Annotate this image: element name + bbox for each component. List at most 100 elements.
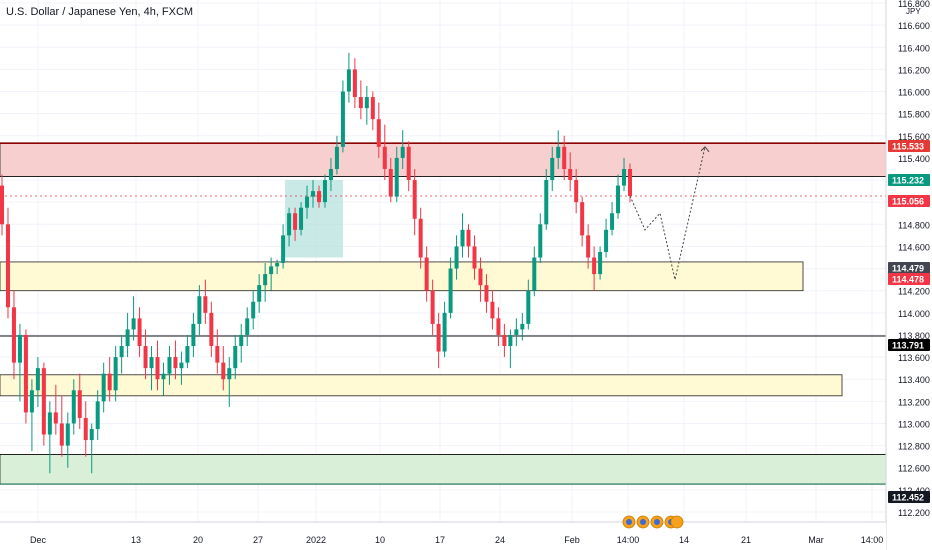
candle-body	[580, 202, 585, 236]
y-tick-label: 115.600	[898, 132, 930, 142]
candle-body	[203, 296, 208, 313]
event-icon	[670, 515, 684, 529]
candle-body	[173, 357, 178, 369]
candle-body	[628, 168, 632, 196]
candle-body	[346, 69, 351, 92]
candle-body	[358, 97, 363, 109]
candle-body	[556, 146, 561, 158]
candle-body	[263, 274, 268, 286]
candle-body	[538, 224, 543, 258]
candle-body	[562, 146, 567, 169]
y-tick-label: 113.000	[898, 419, 930, 429]
price-label: 114.478	[892, 275, 924, 285]
candle-body	[47, 412, 52, 435]
candle-body	[311, 191, 316, 197]
candle-body	[269, 266, 274, 275]
y-tick-label: 113.600	[898, 353, 930, 363]
candle-body	[299, 207, 304, 230]
candle-body	[586, 235, 591, 258]
candle-body	[35, 368, 40, 391]
candle-body	[0, 185, 4, 225]
candle-body	[125, 329, 130, 347]
candle-body	[484, 285, 489, 302]
candle-body	[221, 362, 226, 380]
candle-body	[107, 373, 112, 391]
candle-body	[598, 251, 603, 275]
y-tick-label: 114.800	[898, 220, 930, 230]
candle-body	[514, 329, 519, 335]
candle-body	[113, 357, 118, 391]
price-label-bg	[888, 491, 930, 503]
candle-body	[406, 146, 411, 181]
candle-body	[5, 224, 10, 308]
y-tick-label: 116.800	[898, 0, 930, 9]
candle-body	[448, 268, 453, 313]
price-label: 114.479	[892, 264, 924, 274]
candle-body	[227, 368, 232, 380]
candle-body	[610, 213, 615, 230]
candle-body	[394, 157, 399, 197]
y-tick-label: 112.800	[898, 442, 930, 452]
candle-body	[11, 307, 16, 363]
price-label: 115.232	[892, 176, 924, 186]
candle-body	[71, 390, 76, 424]
candle-body	[131, 318, 136, 330]
candle-body	[185, 346, 190, 363]
candle-body	[442, 312, 447, 352]
candle-body	[454, 246, 459, 269]
x-tick-label: 24	[495, 535, 505, 545]
candle-body	[508, 334, 513, 347]
candle-body	[496, 318, 501, 335]
candle-body	[155, 357, 160, 380]
x-tick-label: 27	[253, 535, 263, 545]
y-tick-label: 112.600	[898, 464, 930, 474]
candle-body	[430, 290, 435, 324]
candle-body	[23, 334, 28, 413]
projection-path	[629, 146, 706, 280]
y-tick-label: 115.800	[898, 110, 930, 120]
event-icon-inner	[626, 519, 632, 525]
x-tick-label: 20	[193, 535, 203, 545]
candle-body	[568, 168, 573, 181]
price-label-bg	[888, 273, 930, 285]
candle-body	[245, 318, 250, 335]
x-tick-label: Dec	[30, 535, 47, 545]
event-icon-inner	[640, 519, 646, 525]
candle-body	[17, 334, 22, 363]
candle-body	[143, 346, 148, 369]
y-tick-label: 114.600	[898, 242, 930, 252]
candle-body	[436, 323, 441, 352]
candle-body	[167, 357, 172, 374]
candle-body	[316, 191, 321, 203]
candle-body	[472, 246, 477, 269]
candle-body	[490, 301, 495, 319]
candle-body	[382, 146, 387, 169]
candle-body	[137, 318, 142, 347]
x-tick-label: 21	[741, 535, 751, 545]
projection-arrowhead	[700, 146, 710, 153]
candle-body	[574, 180, 579, 203]
candle-body	[622, 168, 627, 186]
candle-body	[550, 157, 555, 181]
event-icon-inner	[654, 519, 660, 525]
y-tick-label: 116.600	[898, 21, 930, 31]
candle-body	[197, 296, 202, 324]
x-tick-label: 10	[375, 535, 385, 545]
candle-body	[209, 312, 214, 347]
candle-body	[376, 119, 381, 147]
candle-body	[233, 346, 238, 369]
y-tick-label: 116.200	[898, 65, 930, 75]
zone-resistance	[0, 142, 887, 177]
candle-body	[526, 290, 531, 324]
x-tick-label: 14	[679, 535, 689, 545]
candle-body	[287, 213, 292, 236]
candle-body	[161, 373, 166, 380]
candle-body	[29, 390, 34, 413]
price-label: 113.791	[892, 341, 924, 351]
price-label-bg	[888, 262, 930, 274]
price-label-bg	[888, 174, 930, 186]
candle-body	[352, 69, 357, 98]
candle-body	[191, 323, 196, 347]
